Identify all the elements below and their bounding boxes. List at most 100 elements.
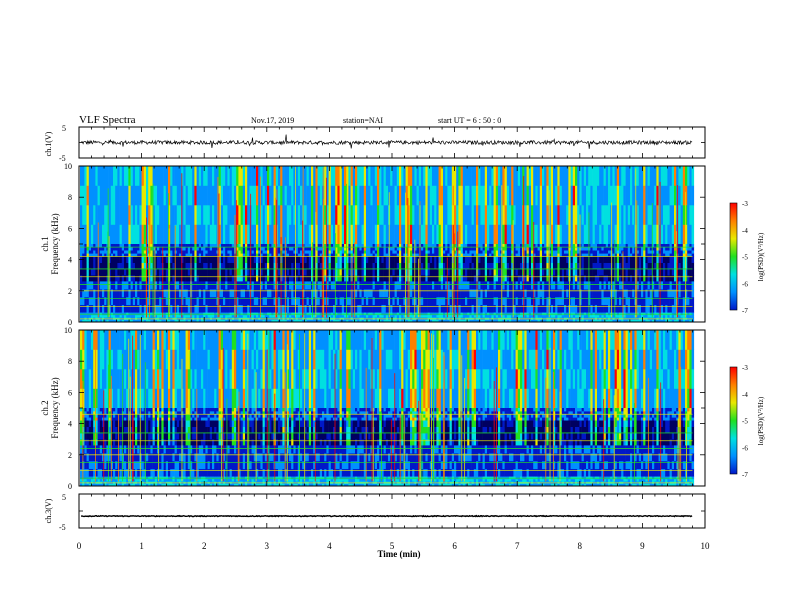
spectrogram-cell: [227, 319, 230, 323]
spectrogram-cell: [559, 315, 563, 318]
spectrogram-cell: [192, 247, 195, 251]
spectrogram-cell: [412, 262, 415, 270]
spectrogram-cell: [297, 269, 301, 276]
spectrogram-cell: [399, 297, 402, 306]
spectrogram-cell: [548, 281, 552, 290]
spectrogram-cell: [344, 262, 347, 270]
spectrogram-cell: [207, 244, 211, 248]
spectrogram-cell: [414, 275, 417, 282]
spectrogram-cell: [458, 224, 461, 245]
spectrogram-cell: [482, 244, 486, 248]
spectrogram-cell: [262, 289, 266, 298]
spectrogram-cell: [121, 275, 125, 282]
spectrogram-cell: [247, 205, 250, 225]
spectrogram-cell: [172, 205, 175, 225]
spectrogram-cell: [383, 253, 387, 257]
spectrogram-cell: [240, 281, 244, 290]
spectrogram-cell: [262, 224, 266, 245]
spectrogram-cell: [253, 250, 257, 254]
spectrogram-cell: [495, 281, 499, 290]
spectrogram-cell: [390, 304, 393, 313]
spectrogram-cell: [154, 224, 158, 245]
spectrogram-cell: [352, 247, 356, 251]
spectrogram-cell: [240, 247, 244, 251]
spectrogram-cell: [297, 262, 301, 270]
spectrogram-cell: [506, 205, 510, 225]
spectrogram-cell: [498, 256, 501, 263]
spectrogram-cell: [223, 262, 226, 270]
spectrogram-cell: [445, 281, 448, 290]
spectrogram-cell: [370, 250, 373, 254]
spectrogram-cell: [86, 224, 90, 245]
spectrogram-cell: [152, 275, 156, 282]
spectrogram-cell: [583, 250, 587, 254]
spectrogram-cell: [115, 275, 118, 282]
spectrogram-cell: [260, 166, 263, 186]
spectrogram-cell: [119, 281, 123, 290]
spectrogram-cell: [357, 185, 360, 206]
spectrogram-cell: [278, 315, 281, 318]
spectrogram-cell: [445, 253, 448, 257]
spectrogram-cell: [113, 262, 116, 270]
spectrogram-cell: [381, 319, 384, 323]
spectrogram-cell: [86, 275, 90, 282]
spectrogram-cell: [471, 250, 475, 254]
spectrogram-cell: [240, 297, 244, 306]
spectrogram-cell: [194, 281, 197, 290]
spectrogram-cell: [190, 205, 193, 225]
spectrogram-cell: [203, 297, 206, 306]
spectrogram-cell: [608, 250, 611, 254]
spectrogram-cell: [80, 269, 83, 276]
spectrogram-cell: [427, 224, 431, 245]
spectrogram-cell: [300, 297, 303, 306]
spectrogram-cell: [493, 166, 497, 186]
spectrogram-cell: [187, 253, 191, 257]
spectrogram-cell: [337, 205, 340, 225]
spectrogram-cell: [506, 315, 510, 318]
spectrogram-cell: [533, 262, 536, 270]
spectrogram-cell: [141, 166, 145, 186]
spectrogram-cell: [526, 256, 530, 263]
spectrogram-cell: [275, 166, 279, 186]
spectrogram-cell: [260, 247, 263, 251]
spectrogram-cell: [392, 269, 395, 276]
spectrogram-cell: [361, 262, 365, 270]
spectrogram-cell: [150, 319, 153, 323]
spectrogram-cell: [566, 247, 569, 251]
spectrogram-cell: [326, 289, 329, 298]
spectrogram-cell: [515, 256, 519, 263]
spectrogram-cell: [80, 297, 83, 306]
spectrogram-cell: [88, 289, 92, 298]
spectrogram-cell: [614, 247, 618, 251]
spectrogram-cell: [401, 166, 404, 186]
spectrogram-cell: [462, 205, 466, 225]
spectrogram-cell: [539, 289, 543, 298]
spectrogram-cell: [473, 205, 477, 225]
spectrogram-cell: [317, 315, 321, 318]
spectrogram-cell: [253, 224, 257, 245]
spectrogram-cell: [504, 256, 508, 263]
spectrogram-cell: [359, 244, 362, 248]
spectrogram-cell: [405, 166, 409, 186]
spectrogram-cell: [372, 166, 376, 186]
spectrogram-cell: [544, 281, 547, 290]
spectrogram-cell: [104, 304, 107, 313]
spectrogram-cell: [306, 319, 310, 323]
spectrogram-cell: [469, 315, 472, 318]
spectrogram-cell: [93, 250, 96, 254]
spectrogram-cell: [374, 289, 378, 298]
spectrogram-cell: [366, 289, 369, 298]
spectrogram-cell: [124, 315, 127, 318]
spectrogram-cell: [141, 289, 145, 298]
spectrogram-cell: [262, 297, 266, 306]
spectrogram-cell: [209, 304, 213, 313]
spectrogram-cell: [590, 297, 593, 306]
spectrogram-cell: [135, 315, 138, 318]
spectrogram-cell: [416, 166, 420, 186]
spectrogram-cell: [575, 256, 578, 263]
spectrogram-cell: [377, 289, 380, 298]
spectrogram-cell: [88, 281, 92, 290]
spectrogram-cell: [91, 319, 94, 323]
spectrogram-cell: [491, 315, 494, 318]
spectrogram-cell: [328, 269, 332, 276]
